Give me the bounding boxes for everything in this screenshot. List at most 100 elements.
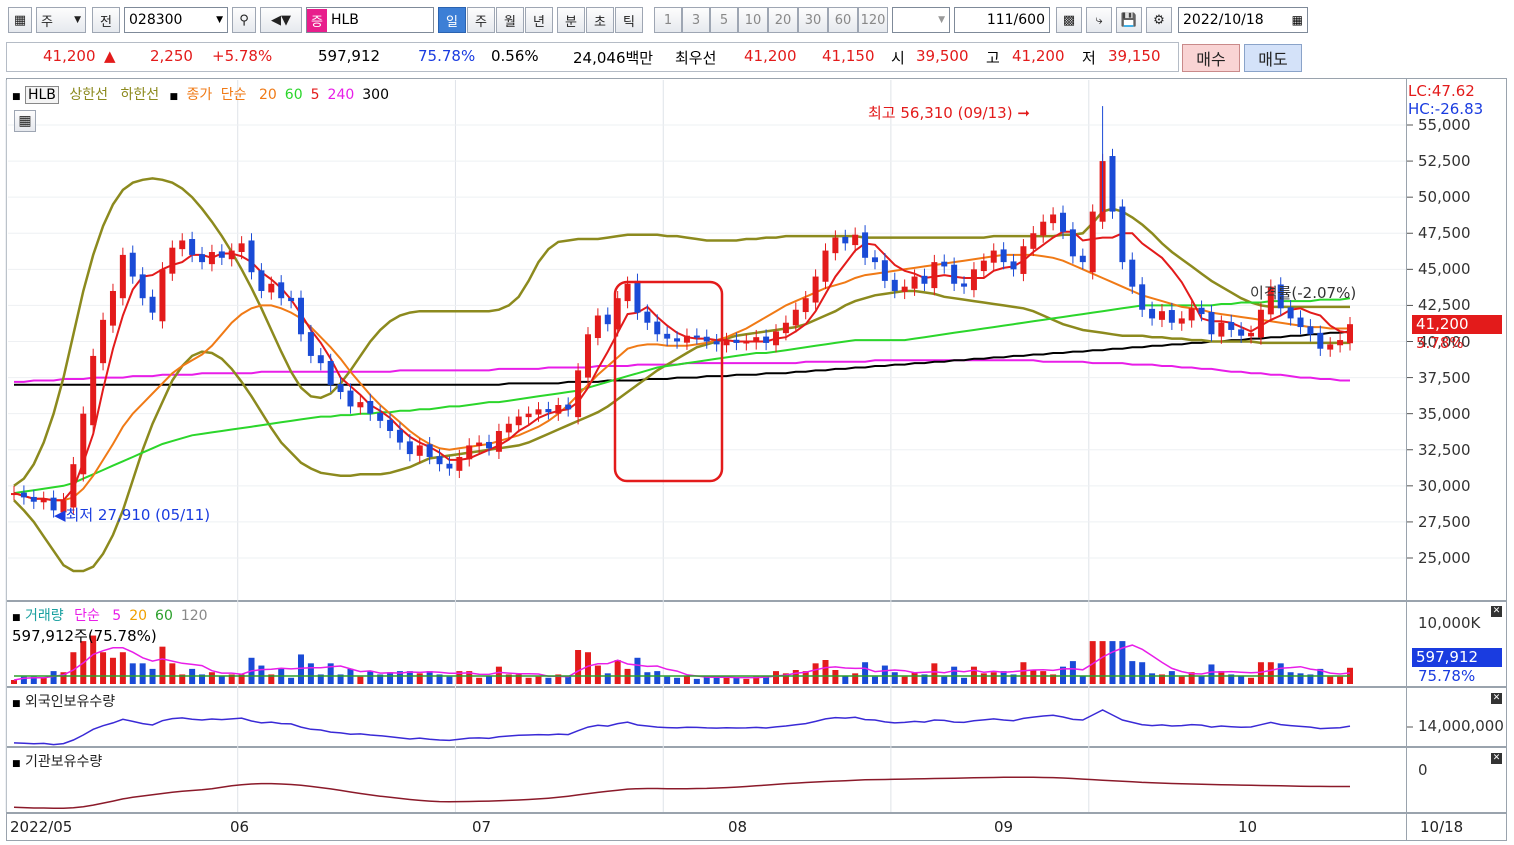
date-value: 2022/10/18	[1183, 12, 1264, 28]
close-icon[interactable]: ✕	[1491, 693, 1502, 704]
interval-button[interactable]: 30	[798, 7, 828, 33]
low-annotation: ◀최저 27,910 (05/11)	[54, 504, 210, 525]
volume-panel	[6, 601, 1407, 687]
candle-body	[1317, 332, 1324, 349]
volume-bar	[456, 671, 463, 684]
close-icon[interactable]: ✕	[1491, 606, 1502, 617]
interval-button[interactable]: 20	[768, 7, 798, 33]
volume-current-tag: 597,912	[1412, 648, 1502, 667]
x-tick-label: 06	[230, 818, 250, 836]
candle-body	[367, 400, 374, 414]
volume-bar	[1198, 675, 1205, 684]
cursor-icon[interactable]: ⤷	[1086, 7, 1112, 33]
candle-body	[535, 409, 542, 415]
period-button[interactable]: 주	[467, 7, 495, 33]
volume-bar	[1109, 641, 1116, 684]
stock-name: HLB	[330, 12, 359, 28]
volume-bar	[446, 676, 453, 684]
volume-bar	[565, 676, 572, 684]
interval-button[interactable]: 1	[654, 7, 682, 33]
volume-bar	[881, 665, 888, 684]
volume-bar	[822, 660, 829, 684]
volume-bar	[1099, 641, 1106, 684]
candle-body	[594, 315, 601, 339]
candle-icon[interactable]: ▩	[1056, 7, 1082, 33]
date-input[interactable]: 2022/10/18 ▦	[1178, 7, 1308, 33]
volume-bar	[357, 676, 364, 684]
sound-icon[interactable]: ◀▼	[260, 7, 302, 33]
interval-button[interactable]: 10	[738, 7, 768, 33]
candle-body	[990, 250, 997, 263]
period-button[interactable]: 일	[438, 7, 466, 33]
candle-body	[1020, 246, 1027, 274]
bid-value: 41,150	[822, 47, 875, 65]
volume-bar	[683, 675, 690, 684]
candle-body	[1149, 308, 1156, 319]
candle-body	[159, 269, 166, 322]
code-input[interactable]: 028300 ▼	[124, 7, 228, 33]
ma-legend: 20 60 5 240 300	[251, 87, 389, 103]
candle-body	[1168, 310, 1175, 323]
volume-bar	[763, 675, 770, 684]
interval-button[interactable]: 5	[710, 7, 738, 33]
volume-bar	[60, 672, 67, 684]
close-icon[interactable]: ✕	[1491, 753, 1502, 764]
best-label: 최우선	[675, 49, 717, 67]
volume-bar	[525, 677, 532, 684]
volume-bar	[1168, 671, 1175, 684]
candle-body	[842, 237, 849, 244]
search-icon[interactable]: ⚲	[232, 7, 256, 33]
volume-bar	[1040, 671, 1047, 684]
candle-body	[278, 282, 285, 299]
sell-button[interactable]: 매도	[1244, 44, 1302, 72]
period-button[interactable]: 년	[525, 7, 553, 33]
count-input[interactable]: 111/600	[954, 7, 1050, 33]
volume-bar	[387, 672, 394, 684]
blank-select[interactable]: ▼	[892, 7, 950, 33]
view-button[interactable]: 전	[92, 7, 120, 33]
calendar-icon[interactable]: ▦	[1291, 13, 1303, 27]
gear-icon[interactable]: ⚙	[1146, 7, 1172, 33]
volume-bar	[1208, 664, 1215, 684]
interval-button[interactable]: 60	[828, 7, 858, 33]
legend-close: 종가	[186, 87, 213, 103]
volume-bar	[505, 674, 512, 684]
candle-body	[90, 355, 97, 426]
x-tick-label: 07	[472, 818, 492, 836]
period-button[interactable]: 초	[586, 7, 614, 33]
interval-button[interactable]: 3	[682, 7, 710, 33]
volume-bar	[307, 663, 314, 684]
candle-body	[100, 319, 107, 364]
chart-grid-icon[interactable]: ▦	[8, 7, 32, 33]
period-button[interactable]: 분	[557, 7, 585, 33]
volume-bar	[1327, 676, 1334, 684]
buy-button[interactable]: 매수	[1182, 44, 1240, 72]
candle-body	[812, 276, 819, 303]
save-icon[interactable]: 💾	[1116, 7, 1142, 33]
table-icon[interactable]: ▦	[14, 110, 36, 132]
y-tick-label: 55,000	[1418, 116, 1471, 134]
volume-bar	[169, 663, 176, 684]
x-tick-label: 09	[994, 818, 1014, 836]
candle-body	[782, 322, 789, 334]
lc-label: LC:47.62	[1408, 82, 1475, 100]
candle-body	[139, 274, 146, 299]
period-button[interactable]: 월	[496, 7, 524, 33]
lower-band-line	[13, 289, 1350, 573]
candle-body	[258, 270, 265, 291]
amount-value: 24,046백만	[573, 49, 654, 67]
period-button[interactable]: 틱	[615, 7, 643, 33]
legend-name: HLB	[24, 86, 59, 104]
candle-body	[723, 340, 730, 346]
volume-bar	[476, 677, 483, 684]
candle-body	[1158, 311, 1165, 320]
stock-name-field[interactable]: 증 HLB	[306, 7, 434, 33]
candle-body	[357, 402, 364, 408]
interval-button[interactable]: 120	[858, 7, 888, 33]
chevron-down-icon: ▼	[74, 15, 81, 25]
disparity-label: 이격률(-2.07%)	[1250, 284, 1357, 302]
candle-body	[1327, 344, 1334, 350]
mode-select[interactable]: 주 ▼	[36, 7, 86, 33]
x-axis-panel	[6, 813, 1407, 841]
